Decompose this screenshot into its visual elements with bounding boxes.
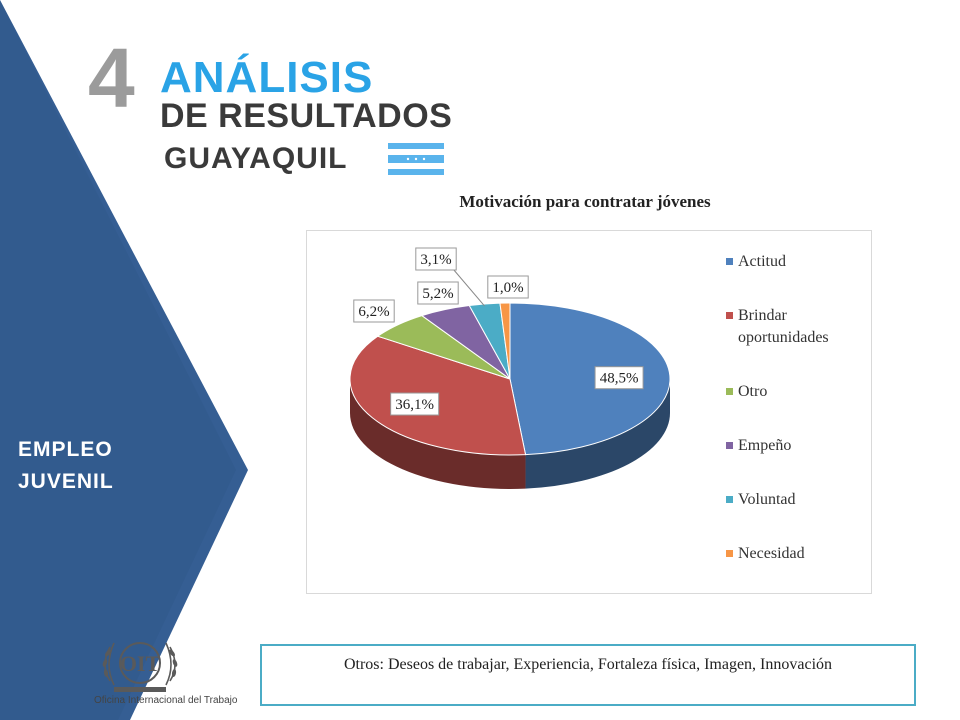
pie-slice-0 [509,302,671,456]
logo-caption: Oficina Internacional del Trabajo [94,695,238,706]
note-box: Otros: Deseos de trabajar, Experiencia, … [260,644,916,706]
pie-label-1: 36,1% [395,397,434,413]
pie-chart: 48,5% 36,1% 6,2% 5,2% 3,1% 1,0% Actitud Brinda… [349,247,829,562]
legend-swatch-4 [726,496,733,503]
title-line1: ANÁLISIS [160,53,374,102]
svg-text:OIT: OIT [120,651,161,676]
section-number: 4 [88,31,135,125]
legend-label-5: Necesidad [738,545,805,562]
oit-logo-icon: OIT [102,642,178,692]
pie-label-box-2 [353,299,395,323]
pie-slice-5 [499,302,511,380]
chart-frame [306,230,872,594]
pie-side-0-0 [525,379,670,489]
sidebar-label: EMPLEO JUVENIL [18,434,114,498]
note-text: Otros: Deseos de trabajar, Experiencia, … [343,656,833,673]
legend-swatch-5 [726,550,733,557]
sidebar-label-line1: EMPLEO [18,438,113,461]
sidebar-panel [0,0,248,720]
legend-label-2: Otro [738,383,767,400]
chart-title: Motivación para contratar jóvenes [459,192,711,211]
pie-label-0: 48,5% [600,371,639,387]
legend-label-4: Voluntad [738,491,795,508]
legend-swatch-2 [726,388,733,395]
legend-swatch-3 [726,442,733,449]
pie-label-box-0 [594,366,644,390]
guayaquil-flag-icon [388,143,444,175]
legend-label-0: Actitud [738,253,786,270]
pie-label-box-5 [487,275,529,299]
pie-label-box-3 [417,281,459,305]
pie-label-box-4 [415,247,457,271]
legend-swatch-1 [726,312,733,319]
pie-leader-4 [451,267,485,307]
pie-label-2: 6,2% [358,304,389,320]
pie-side-1-0 [350,379,526,490]
legend-label-3: Empeño [738,437,791,454]
pie-label-box-1 [390,392,440,416]
legend-label-1: Brindar oportunidades [738,307,829,346]
pie-label-4: 3,1% [420,252,451,268]
legend-swatch-0 [726,258,733,265]
sidebar-label-line2: JUVENIL [18,470,114,493]
title-line2: DE RESULTADOS [160,97,453,135]
title-line3: GUAYAQUIL [164,142,348,175]
pie-label-5: 1,0% [492,280,523,296]
pie-label-3: 5,2% [422,286,453,302]
